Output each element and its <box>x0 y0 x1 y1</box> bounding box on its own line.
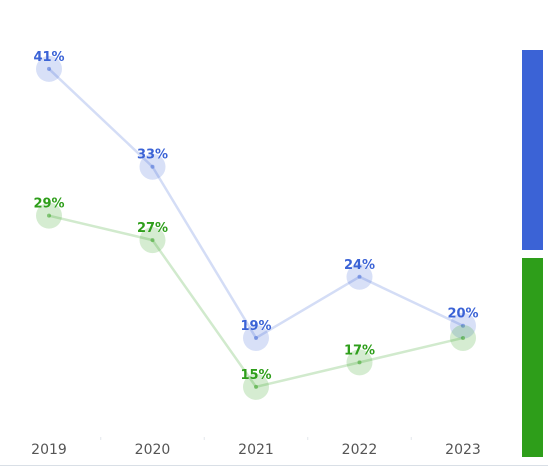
series-1-data-label: 33% <box>137 148 168 163</box>
series-2-point <box>150 238 155 243</box>
series-1-data-label: 19% <box>240 319 271 334</box>
series-1-point <box>254 335 258 340</box>
series-2-point <box>357 360 362 365</box>
series-1-data-label: 24% <box>344 258 375 273</box>
series-2-data-label: 27% <box>137 221 168 236</box>
series-2-line <box>48 214 464 389</box>
x-tick-label: 2021 <box>238 442 274 458</box>
legend-swatch-2[interactable] <box>522 258 543 457</box>
x-tick-label: 2022 <box>342 442 378 458</box>
x-tick-label: 2020 <box>135 442 171 458</box>
series-2-data-label: 17% <box>344 343 375 358</box>
bottom-rule <box>0 465 548 466</box>
series-2-point <box>254 384 258 389</box>
series-1-data-label: 41% <box>33 50 64 65</box>
legend-swatch-1[interactable] <box>522 50 543 250</box>
x-tick-label: 2023 <box>445 442 481 458</box>
series-1-point <box>150 164 155 169</box>
series-1-line <box>48 68 464 340</box>
series-2-data-label: 15% <box>240 368 271 383</box>
series-2-point <box>461 335 465 340</box>
series-1-data-label: 20% <box>447 307 478 322</box>
series-1-point <box>47 66 51 71</box>
series-2-data-label: 29% <box>33 197 64 212</box>
x-tick-label: 2019 <box>31 442 67 458</box>
series-1-point <box>461 323 465 328</box>
series-2-point <box>47 213 51 218</box>
series-1-point <box>357 274 362 279</box>
